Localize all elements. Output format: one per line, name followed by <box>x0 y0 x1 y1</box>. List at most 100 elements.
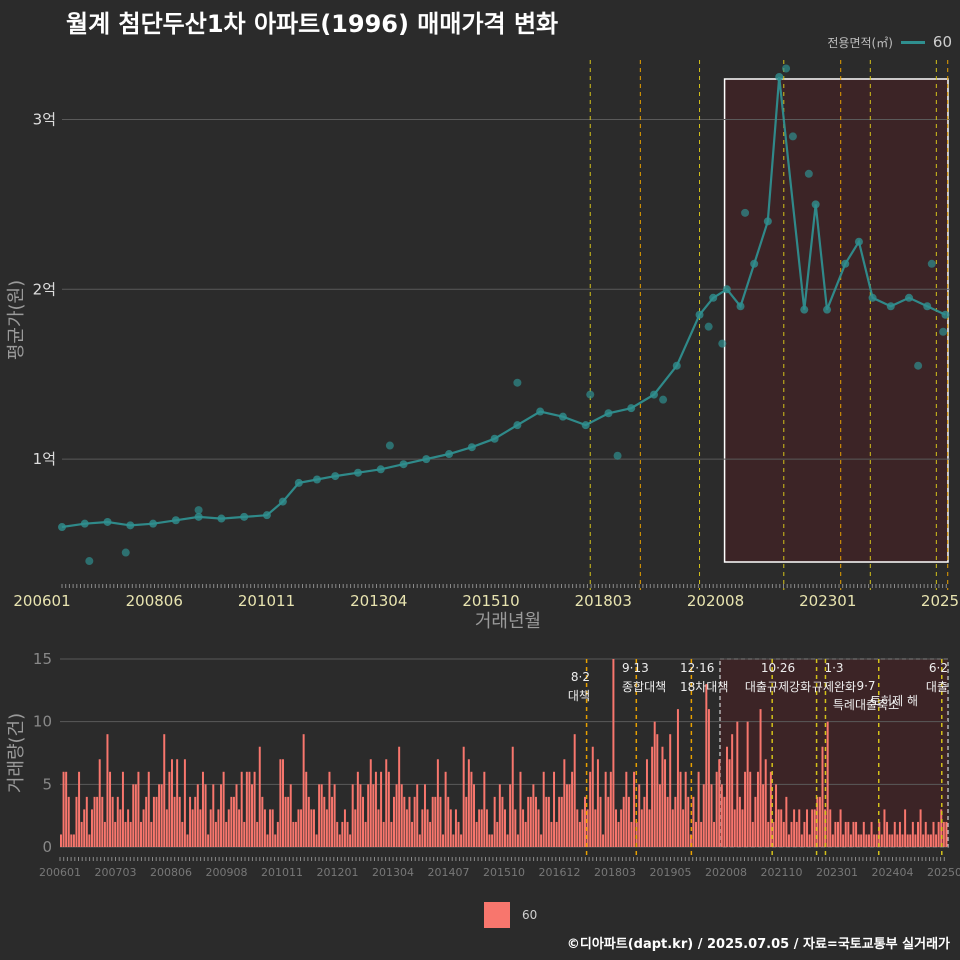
volume-bar <box>849 834 852 847</box>
price-point <box>854 237 863 246</box>
volume-bar <box>529 796 532 847</box>
volume-bar <box>741 809 744 847</box>
volume-bar <box>426 809 429 847</box>
price-point <box>294 478 303 487</box>
volume-bar <box>475 821 478 847</box>
volume-x-tick-label: 202008 <box>705 866 747 879</box>
volume-bar <box>480 809 483 847</box>
volume-bar <box>571 771 574 847</box>
volume-bar <box>844 821 847 847</box>
volume-bar <box>682 809 685 847</box>
volume-bar <box>127 809 130 847</box>
volume-bar <box>400 784 403 847</box>
volume-bar <box>702 784 705 847</box>
volume-bar <box>942 821 945 847</box>
volume-bar <box>189 796 192 847</box>
volume-bar <box>240 771 243 847</box>
volume-bar <box>870 821 873 847</box>
volume-bar <box>460 834 463 847</box>
volume-bar <box>808 834 811 847</box>
volume-bar <box>186 834 189 847</box>
price-point <box>399 460 408 469</box>
price-point <box>217 514 226 523</box>
volume-bar <box>75 796 78 847</box>
volume-bar <box>640 809 643 847</box>
volume-bar <box>165 809 168 847</box>
volume-bar <box>413 796 416 847</box>
volume-bar <box>315 834 318 847</box>
volume-bar <box>904 809 907 847</box>
volume-bar <box>421 809 424 847</box>
price-x-tick-label: 202301 <box>799 592 856 610</box>
volume-bar <box>780 809 783 847</box>
volume-bar <box>328 771 331 847</box>
volume-bar <box>751 821 754 847</box>
volume-bar <box>509 784 512 847</box>
volume-bar <box>351 784 354 847</box>
volume-bar <box>937 821 940 847</box>
volume-bar <box>893 821 896 847</box>
volume-bar <box>695 821 697 847</box>
volume-bar <box>764 759 767 847</box>
volume-bar <box>860 834 863 847</box>
price-point <box>331 472 340 481</box>
volume-bar <box>341 821 344 847</box>
volume-bar <box>769 771 772 847</box>
volume-bar <box>837 821 839 847</box>
volume-bar <box>109 771 112 847</box>
volume-bar <box>558 796 561 847</box>
price-point <box>103 517 112 526</box>
price-point <box>650 390 658 399</box>
volume-bar <box>867 834 870 847</box>
volume-bar <box>145 796 148 847</box>
volume-bar <box>609 771 612 847</box>
policy-name-label: 종합대책 <box>622 679 666 694</box>
volume-bar <box>248 771 251 847</box>
volume-bar <box>447 796 450 847</box>
volume-bar <box>604 771 607 847</box>
volume-bar <box>263 809 266 847</box>
volume-bar <box>106 734 109 847</box>
volume-bar <box>312 809 315 847</box>
price-y-tick-label: 1억 <box>33 450 56 468</box>
volume-bar <box>183 759 186 847</box>
policy-date-label: 10·26 <box>761 661 795 675</box>
volume-bar <box>754 796 757 847</box>
policy-date-label: 6·2 <box>929 661 948 675</box>
volume-bar <box>782 821 785 847</box>
price-point <box>750 259 759 268</box>
volume-x-tick-label: 202404 <box>872 866 914 879</box>
policy-date-label: 9·7 <box>856 679 875 693</box>
volume-bar <box>615 809 617 847</box>
volume-bar <box>767 821 770 847</box>
volume-bar <box>478 809 481 847</box>
price-point <box>736 302 745 311</box>
price-point <box>941 310 950 319</box>
volume-bar <box>790 821 793 847</box>
volume-bar <box>160 784 163 847</box>
volume-bar <box>935 834 938 847</box>
price-point-extra <box>586 390 595 399</box>
volume-bar <box>873 834 876 847</box>
volume-bar <box>227 809 230 847</box>
price-x-tick-label: 201011 <box>238 592 295 610</box>
volume-bar <box>645 759 648 847</box>
volume-bar <box>565 784 568 847</box>
volume-bar <box>522 809 525 847</box>
volume-bar <box>121 771 124 847</box>
volume-bar <box>581 809 584 847</box>
volume-bar <box>875 834 878 847</box>
volume-bar <box>209 809 212 847</box>
volume-bar <box>356 771 359 847</box>
legend-bar-swatch <box>484 902 510 928</box>
volume-bar <box>627 796 630 847</box>
volume-x-tick-label: 201905 <box>650 866 692 879</box>
volume-bar <box>705 684 708 847</box>
volume-bar <box>374 771 377 847</box>
price-point <box>811 200 820 209</box>
price-point <box>627 404 636 413</box>
volume-bar <box>901 834 904 847</box>
volume-bar <box>382 821 385 847</box>
volume-bar <box>687 796 690 847</box>
